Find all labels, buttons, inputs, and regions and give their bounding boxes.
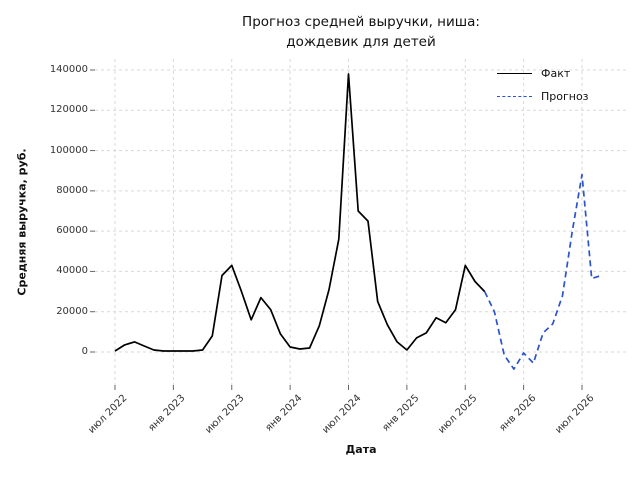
y-tick-label: 140000 — [49, 64, 88, 75]
chart-title-line-2: дождевик для детей — [286, 33, 436, 50]
x-axis-label: Дата — [345, 443, 377, 456]
y-tick-label: 40000 — [56, 265, 88, 277]
legend-item-forecast: Прогноз — [497, 86, 589, 106]
chart-title-line-1: Прогноз средней выручки, ниша: — [242, 14, 480, 30]
forecast-line-sample — [497, 95, 532, 97]
y-axis-label: Средняя выручка, руб. — [15, 148, 29, 296]
y-tick-label: 60000 — [56, 225, 88, 237]
y-tick-label: 120000 — [49, 104, 88, 116]
chart-title: Прогноз средней выручки, ниша: дождевик … — [95, 13, 627, 52]
y-tick-label: 20000 — [56, 305, 88, 317]
y-tick-label: 100000 — [49, 144, 88, 156]
y-tick-label: 0 — [81, 346, 88, 357]
forecast-line — [483, 173, 602, 370]
fact-line — [114, 73, 486, 352]
y-tick-label: 80000 — [56, 184, 88, 196]
fact-line-sample — [497, 72, 532, 74]
legend-label-fact: Факт — [541, 66, 571, 80]
legend-label-forecast: Прогноз — [541, 89, 589, 103]
legend: Факт Прогноз — [497, 63, 589, 106]
legend-item-fact: Факт — [497, 63, 589, 83]
